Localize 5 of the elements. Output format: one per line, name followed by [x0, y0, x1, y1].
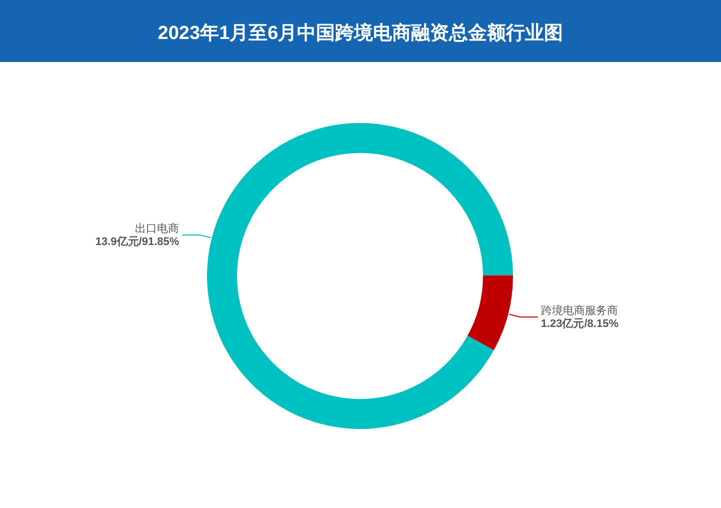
chart-title: 2023年1月至6月中国跨境电商融资总金额行业图	[158, 22, 564, 44]
slice-label: 出口电商	[135, 222, 180, 236]
data-label: 1.23亿元/8.15%	[540, 318, 619, 330]
data-label: 13.9亿元/91.85%	[95, 236, 180, 248]
slice-label: 跨境电商服务商	[540, 304, 618, 317]
